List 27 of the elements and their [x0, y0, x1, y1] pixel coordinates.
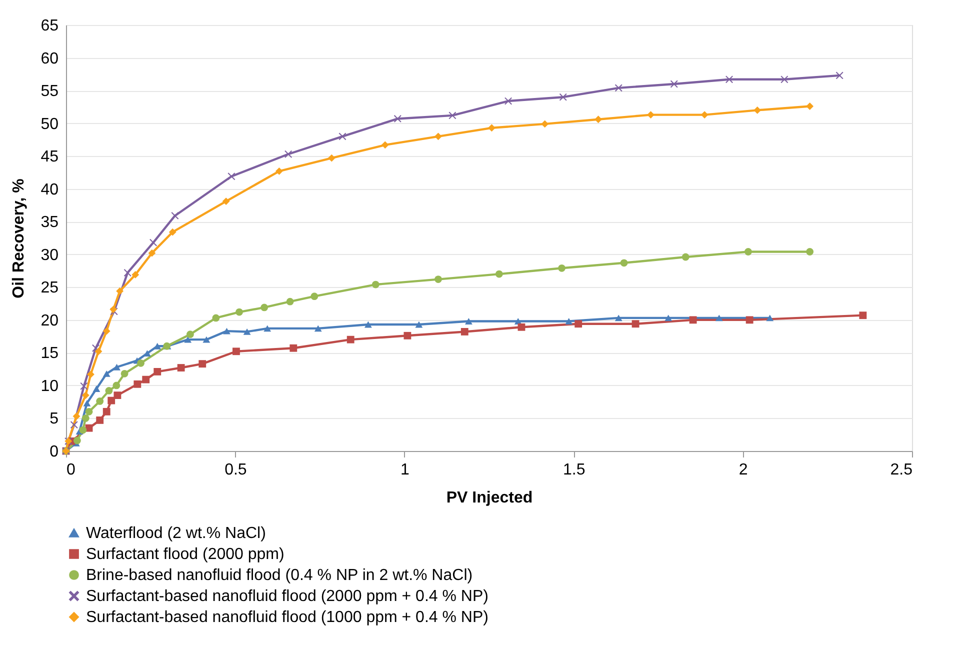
legend-label: Brine-based nanofluid flood (0.4 % NP in 2 wt.% NaCl)	[86, 567, 473, 584]
y-tick-label: 35	[40, 214, 59, 232]
legend-label: Surfactant-based nanofluid flood (2000 ppm + 0.4 % NP)	[86, 588, 488, 605]
x-tick-label: 1	[400, 462, 410, 478]
y-tick-label: 60	[40, 50, 59, 68]
x-tick-label: 1.5	[562, 462, 586, 478]
y-tick-label: 25	[40, 280, 59, 297]
x-tick-label: 0	[66, 462, 76, 478]
x-axis-title: PV Injected	[446, 490, 533, 506]
x-tick-label: 2	[738, 462, 748, 478]
y-axis-title: Oil Recovery, %	[10, 178, 28, 298]
legend-label: Surfactant flood (2000 ppm)	[86, 546, 284, 563]
y-tick-label: 65	[40, 18, 59, 34]
y-tick-label: 40	[40, 181, 59, 198]
y-tick-label: 20	[40, 312, 59, 330]
y-tick-label: 50	[40, 116, 59, 133]
y-tick-label: 55	[40, 83, 59, 100]
y-tick-label: 15	[40, 345, 59, 362]
y-tick-label: 0	[50, 444, 59, 460]
y-tick-label: 30	[40, 246, 59, 264]
y-tick-label: 5	[50, 410, 59, 428]
x-tick-label: 0.5	[224, 462, 247, 478]
legend-label: Surfactant-based nanofluid flood (1000 ppm + 0.4 % NP)	[86, 609, 488, 626]
y-tick-label: 45	[40, 148, 59, 166]
y-tick-label: 10	[40, 378, 59, 395]
legend-label: Waterflood (2 wt.% NaCl)	[86, 525, 266, 542]
x-tick-label: 2.5	[890, 462, 913, 478]
